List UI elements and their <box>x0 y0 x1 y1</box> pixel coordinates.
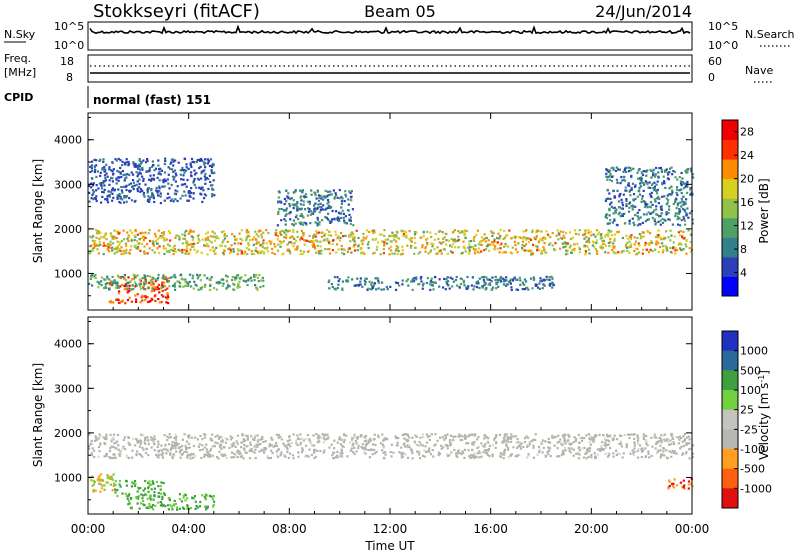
velocity-x-ticks <box>87 317 693 514</box>
freq-unit: [MHz] <box>4 66 36 79</box>
power-colorbar-swatch <box>722 139 738 160</box>
power-panel: 1000 2000 3000 4000 Slant Range [km] 28 24 20… <box>31 112 771 311</box>
y-tick-label: 4000 <box>54 134 82 147</box>
power-colorbar-swatch <box>722 237 738 258</box>
echo-region-3 <box>126 493 216 511</box>
power-colorbar-tick: 20 <box>740 173 754 186</box>
power-colorbar-tick: 28 <box>740 126 754 139</box>
echo-region-6 <box>604 166 695 227</box>
velocity-colorbar-tick: -100 <box>740 443 765 456</box>
y-tick-label: 2000 <box>54 427 82 440</box>
velocity-colorbar-swatch <box>722 409 738 430</box>
velocity-colorbar-tick: -1000 <box>740 482 772 495</box>
power-y-axis-label: Slant Range [km] <box>31 159 45 263</box>
power-colorbar-tick: 16 <box>740 196 754 209</box>
echo-region-0 <box>88 228 693 256</box>
velocity-colorbar-swatch <box>722 468 738 489</box>
echo-region-0 <box>88 432 695 460</box>
sky-noise-panel: N.Sky 10^5 10^0 10^5 10^0 N.Search <box>4 20 795 52</box>
cpid-program: normal (fast) 151 <box>93 93 211 107</box>
power-colorbar-label: Power [dB] <box>757 178 771 243</box>
velocity-colorbar-tick: 500 <box>740 364 761 377</box>
freq-label: Freq. <box>4 52 31 65</box>
time-tick-label: 08:00 <box>272 522 307 536</box>
power-echo-cells <box>88 157 695 305</box>
power-colorbar-swatch <box>722 217 738 238</box>
power-colorbar-swatch <box>722 159 738 180</box>
frequency-panel: Freq. [MHz] 18 8 60 0 Nave <box>4 52 774 84</box>
power-y-axis: 1000 2000 3000 4000 <box>54 116 692 297</box>
time-tick-label: 00:00 <box>71 522 106 536</box>
sky-tick-top-right: 10^5 <box>708 20 738 33</box>
velocity-colorbar-tick: -500 <box>740 463 765 476</box>
nave-tick-top-right: 60 <box>708 55 722 68</box>
power-colorbar-swatch <box>722 120 738 141</box>
freq-tick-top-left: 18 <box>60 55 74 68</box>
echo-region-2 <box>114 479 166 498</box>
sky-noise-line <box>89 24 691 35</box>
power-colorbar-tick: 8 <box>740 243 747 256</box>
velocity-panel: 1000 2000 3000 4000 Slant Range [km] 1000 50… <box>31 316 772 553</box>
time-axis-label: Time UT <box>364 539 415 553</box>
sky-tick-top-left: 10^5 <box>54 20 84 33</box>
beam-label: Beam 05 <box>364 2 436 21</box>
nave-label: Nave <box>745 64 773 77</box>
cpid-label: CPID <box>4 91 33 104</box>
velocity-colorbar-tick: 25 <box>740 404 754 417</box>
sky-tick-bottom-right: 10^0 <box>708 39 738 52</box>
time-tick-label: 00:00 <box>675 522 710 536</box>
velocity-colorbar-swatch <box>722 370 738 391</box>
echo-region-2 <box>88 273 265 292</box>
time-axis-labels: 00:00 04:00 08:00 12:00 16:00 20:00 00:00 <box>71 522 710 536</box>
y-tick-label: 2000 <box>54 223 82 236</box>
echo-region-5 <box>276 189 355 227</box>
frequency-frame <box>87 54 693 83</box>
y-tick-label: 1000 <box>54 267 82 280</box>
velocity-colorbar-swatch <box>722 488 738 509</box>
power-colorbar-tick: 4 <box>740 267 747 280</box>
velocity-colorbar-swatch <box>722 429 738 450</box>
cpid-panel: CPID normal (fast) 151 <box>4 86 211 108</box>
y-tick-label: 3000 <box>54 178 82 191</box>
echo-region-4 <box>88 157 216 205</box>
power-colorbar-swatch <box>722 198 738 219</box>
sky-tick-bottom-left: 10^0 <box>54 39 84 52</box>
search-noise-label: N.Search <box>745 28 795 41</box>
power-colorbar-tick: 24 <box>740 149 754 162</box>
velocity-colorbar-label: Velocity [m s-1] <box>757 370 772 460</box>
velocity-colorbar-tick: -25 <box>740 423 758 436</box>
velocity-colorbar: 1000 500 100 25 -25 -100 -500 -1000 <box>721 330 772 509</box>
velocity-colorbar-swatch <box>722 331 738 352</box>
velocity-echo-cells <box>88 432 695 511</box>
time-tick-label: 04:00 <box>171 522 206 536</box>
velocity-colorbar-swatch <box>722 449 738 470</box>
power-x-ticks <box>87 113 693 310</box>
power-colorbar-tick: 12 <box>740 220 754 233</box>
velocity-colorbar-swatch <box>722 390 738 411</box>
velocity-colorbar-swatch <box>722 350 738 371</box>
y-tick-label: 3000 <box>54 382 82 395</box>
nave-tick-bottom-right: 0 <box>708 71 715 84</box>
y-tick-label: 4000 <box>54 338 82 351</box>
velocity-colorbar-tick: 1000 <box>740 345 768 358</box>
echo-region-3 <box>327 275 556 292</box>
velocity-y-axis-label: Slant Range [km] <box>31 363 45 467</box>
time-tick-label: 12:00 <box>373 522 408 536</box>
y-tick-label: 1000 <box>54 471 82 484</box>
time-tick-label: 20:00 <box>574 522 609 536</box>
power-colorbar: 28 24 20 16 12 8 4 <box>721 119 754 297</box>
station-title: Stokkseyri (fitACF) <box>93 1 260 22</box>
freq-tick-bottom-left: 8 <box>66 71 73 84</box>
date-label: 24/Jun/2014 <box>595 2 692 21</box>
sky-noise-label: N.Sky <box>4 28 36 41</box>
time-tick-label: 16:00 <box>473 522 508 536</box>
power-colorbar-swatch <box>722 178 738 199</box>
sky-noise-frame <box>87 21 693 51</box>
velocity-colorbar-tick: 100 <box>740 384 761 397</box>
power-colorbar-swatch <box>722 256 738 277</box>
power-colorbar-swatch <box>722 276 738 297</box>
velocity-y-axis: 1000 2000 3000 4000 <box>54 320 692 501</box>
